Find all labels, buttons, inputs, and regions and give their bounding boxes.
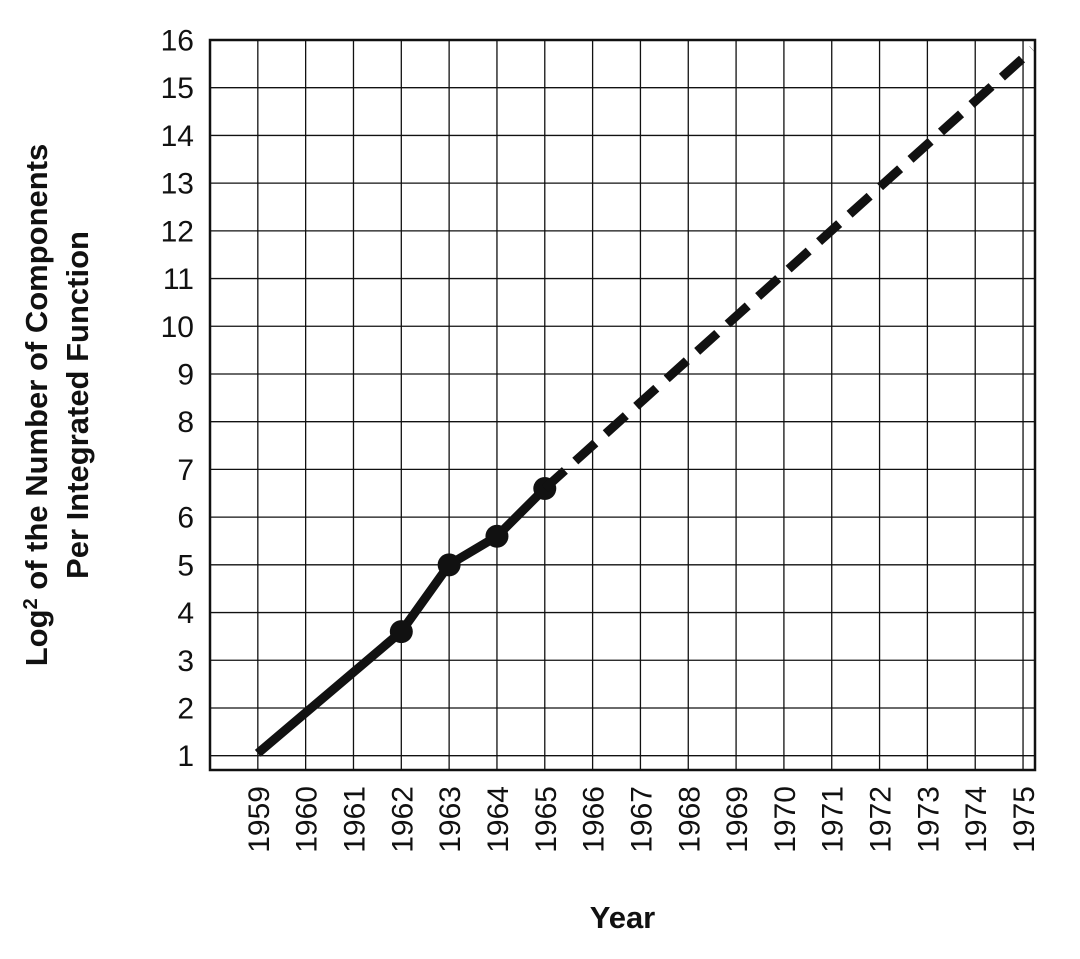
y-tick-label: 8 (177, 406, 194, 439)
y-tick-label: 1 (177, 740, 194, 773)
x-axis-title: Year (590, 900, 656, 935)
x-tick-label: 1971 (817, 786, 850, 853)
data-point-marker (485, 524, 509, 548)
x-tick-label: 1960 (291, 786, 324, 853)
x-tick-label: 1964 (482, 786, 515, 853)
y-tick-label: 7 (177, 454, 194, 487)
x-tick-label: 1967 (625, 786, 658, 853)
y-tick-label: 5 (177, 549, 194, 582)
y-tick-label: 12 (161, 215, 194, 248)
y-tick-label: 16 (161, 25, 194, 58)
x-tick-label: 1972 (865, 786, 898, 853)
y-tick-label: 10 (161, 311, 194, 344)
x-tick-label: 1959 (243, 786, 276, 853)
x-tick-label: 1974 (960, 786, 993, 853)
y-tick-label: 6 (177, 502, 194, 535)
x-tick-label: 1969 (721, 786, 754, 853)
plot-border (208, 38, 1037, 772)
x-tick-label: 1973 (912, 786, 945, 853)
x-tick-label: 1961 (339, 786, 372, 853)
x-tick-label: 1970 (769, 786, 802, 853)
y-tick-label: 13 (161, 168, 194, 201)
y-tick-label: 14 (161, 120, 194, 153)
x-tick-label: 1962 (386, 786, 419, 853)
y-tick-label: 15 (161, 72, 194, 105)
y-tick-label: 2 (177, 692, 194, 725)
y-tick-label: 11 (163, 263, 194, 296)
x-tick-label: 1966 (578, 786, 611, 853)
x-tick-label: 1963 (434, 786, 467, 853)
y-tick-label: 4 (177, 597, 194, 630)
x-tick-label: 1965 (530, 786, 563, 853)
y-axis-title-line2: Per Integrated Function (60, 231, 95, 579)
x-tick-label: 1968 (673, 786, 706, 853)
y-tick-label: 3 (177, 645, 194, 678)
y-axis-title-line1: Log2 of the Number of Components (19, 144, 54, 667)
x-tick-label: 1975 (1008, 786, 1041, 853)
y-tick-label: 9 (177, 358, 194, 391)
data-point-marker (389, 620, 413, 644)
series-projection-line (541, 46, 1036, 492)
data-point-marker (437, 553, 461, 577)
